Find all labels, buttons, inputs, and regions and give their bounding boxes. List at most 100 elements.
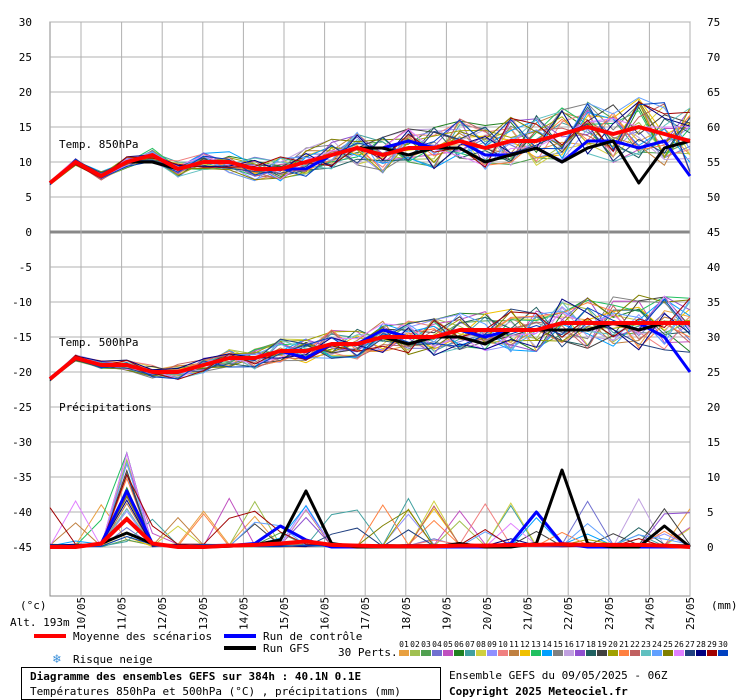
perturbation-swatch bbox=[652, 650, 662, 656]
precip-panel-label: Précipitations bbox=[59, 401, 152, 414]
perturbation-swatch bbox=[641, 650, 651, 656]
perturbation-code: 20 bbox=[608, 640, 618, 649]
date-tick-label: 15/05 bbox=[278, 597, 291, 630]
perturbation-swatch bbox=[696, 650, 706, 656]
date-tick-label: 23/05 bbox=[603, 597, 616, 630]
perturbation-swatch bbox=[597, 650, 607, 656]
left-tick-label: -40 bbox=[12, 506, 32, 519]
right-tick-label: 70 bbox=[707, 51, 720, 64]
left-tick-label: -45 bbox=[12, 541, 32, 554]
date-tick-label: 13/05 bbox=[197, 597, 210, 630]
date-tick-label: 19/05 bbox=[440, 597, 453, 630]
perturbation-swatch bbox=[608, 650, 618, 656]
footer-run-info: Ensemble GEFS du 09/05/2025 - 06Z bbox=[449, 669, 668, 682]
date-tick-label: 16/05 bbox=[319, 597, 332, 630]
perturbation-code: 02 bbox=[410, 640, 420, 649]
perturbation-swatch bbox=[707, 650, 717, 656]
perturbation-code: 24 bbox=[652, 640, 662, 649]
perturbation-swatch bbox=[564, 650, 574, 656]
perturbation-swatch bbox=[399, 650, 409, 656]
perturbation-swatch bbox=[685, 650, 695, 656]
right-tick-label: 40 bbox=[707, 261, 720, 274]
perturbation-code: 26 bbox=[674, 640, 684, 649]
right-tick-label: 45 bbox=[707, 226, 720, 239]
right-tick-label: 5 bbox=[707, 506, 714, 519]
right-tick-label: 30 bbox=[707, 331, 720, 344]
perturbation-code: 22 bbox=[630, 640, 640, 649]
perturbation-swatch bbox=[663, 650, 673, 656]
perturbation-swatch bbox=[575, 650, 585, 656]
perturbation-code: 18 bbox=[586, 640, 596, 649]
perturbation-code: 15 bbox=[553, 640, 563, 649]
chart-grid bbox=[49, 21, 691, 597]
right-tick-label: 60 bbox=[707, 121, 720, 134]
date-tick-label: 21/05 bbox=[522, 597, 535, 630]
perturbation-code: 17 bbox=[575, 640, 585, 649]
left-tick-label: -5 bbox=[19, 261, 32, 274]
perturbation-code: 28 bbox=[696, 640, 706, 649]
left-tick-label: -30 bbox=[12, 436, 32, 449]
perturbation-code: 16 bbox=[564, 640, 574, 649]
perturbation-code: 09 bbox=[487, 640, 497, 649]
left-tick-label: -25 bbox=[12, 401, 32, 414]
perturbation-code: 04 bbox=[432, 640, 442, 649]
perturbation-swatch bbox=[487, 650, 497, 656]
series-line-t850 bbox=[48, 125, 691, 185]
footer-title-box: Diagramme des ensembles GEFS sur 384h : … bbox=[21, 667, 441, 700]
perturbation-code: 01 bbox=[399, 640, 409, 649]
date-tick-label: 24/05 bbox=[643, 597, 656, 630]
right-tick-label: 20 bbox=[707, 401, 720, 414]
series-line-t500 bbox=[48, 321, 690, 381]
perturbation-code: 23 bbox=[641, 640, 651, 649]
date-tick-label: 12/05 bbox=[156, 597, 169, 630]
date-tick-label: 11/05 bbox=[116, 597, 129, 630]
legend-gfs-label: Run GFS bbox=[263, 642, 309, 655]
altitude-label: Alt. 193m bbox=[10, 616, 70, 629]
perturbation-swatch bbox=[465, 650, 475, 656]
right-tick-label: 25 bbox=[707, 366, 720, 379]
perturbation-swatch bbox=[531, 650, 541, 656]
footer-title: Diagramme des ensembles GEFS sur 384h : … bbox=[30, 670, 362, 683]
right-tick-label: 50 bbox=[707, 191, 720, 204]
date-tick-label: 22/05 bbox=[562, 597, 575, 630]
perturbation-swatch bbox=[432, 650, 442, 656]
perturbation-code: 14 bbox=[542, 640, 552, 649]
main-series-lines bbox=[48, 125, 692, 549]
perturbation-code: 10 bbox=[498, 640, 508, 649]
perturbation-swatch bbox=[630, 650, 640, 656]
left-tick-label: 15 bbox=[19, 121, 32, 134]
perturbation-code: 19 bbox=[597, 640, 607, 649]
left-tick-label: 30 bbox=[19, 16, 32, 29]
right-tick-label: 75 bbox=[707, 16, 720, 29]
perturbation-code: 29 bbox=[707, 640, 717, 649]
right-tick-label: 15 bbox=[707, 436, 720, 449]
member-line-t500 bbox=[49, 298, 691, 380]
series-line-t850 bbox=[49, 139, 691, 185]
t500-panel-label: Temp. 500hPa bbox=[59, 336, 138, 349]
date-tick-label: 17/05 bbox=[359, 597, 372, 630]
perturbation-swatch bbox=[443, 650, 453, 656]
legend-control-label: Run de contrôle bbox=[263, 630, 362, 643]
footer-copyright: Copyright 2025 Meteociel.fr bbox=[449, 685, 628, 698]
perturbation-code: 12 bbox=[520, 640, 530, 649]
t850-panel-label: Temp. 850hPa bbox=[59, 138, 138, 151]
chart-axes: 302520151050-5-10-15-20-25-30-35-40-4575… bbox=[12, 16, 720, 630]
left-tick-label: -35 bbox=[12, 471, 32, 484]
right-tick-label: 10 bbox=[707, 471, 720, 484]
perturbation-code: 27 bbox=[685, 640, 695, 649]
perturbation-swatch bbox=[619, 650, 629, 656]
perturbation-swatch bbox=[674, 650, 684, 656]
date-tick-label: 18/05 bbox=[400, 597, 413, 630]
right-tick-label: 35 bbox=[707, 296, 720, 309]
left-tick-label: 5 bbox=[25, 191, 32, 204]
footer-subtitle: Températures 850hPa et 500hPa (°C) , pré… bbox=[30, 685, 401, 698]
perturbation-swatch bbox=[498, 650, 508, 656]
perturbation-code: 03 bbox=[421, 640, 431, 649]
perturbation-swatch bbox=[553, 650, 563, 656]
date-tick-label: 20/05 bbox=[481, 597, 494, 630]
date-tick-label: 14/05 bbox=[237, 597, 250, 630]
perturbation-code: 25 bbox=[663, 640, 673, 649]
series-line-precip bbox=[50, 517, 691, 549]
perturbation-code: 08 bbox=[476, 640, 486, 649]
